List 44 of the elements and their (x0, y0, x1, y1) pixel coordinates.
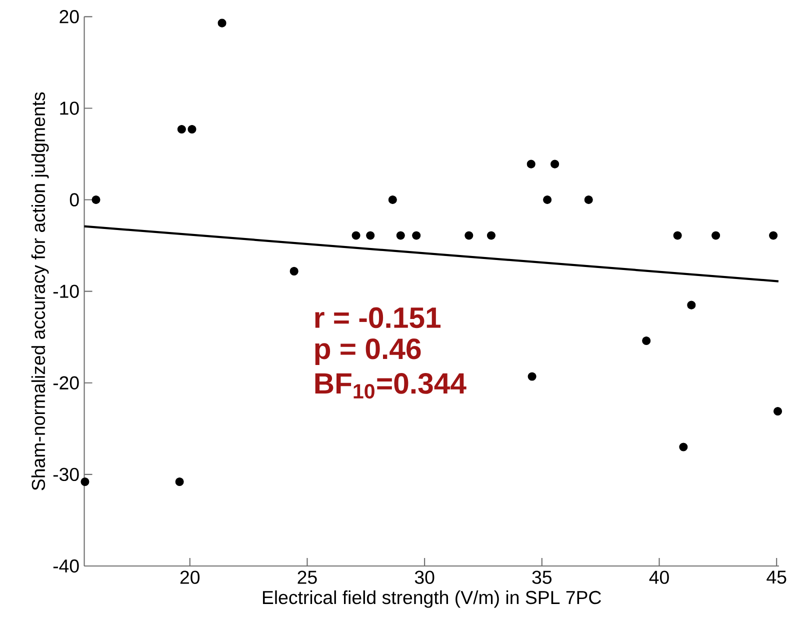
point (679, 442, 688, 452)
y-tick-label: 10 (60, 102, 79, 115)
point (92, 196, 100, 204)
point (177, 125, 186, 134)
point (175, 477, 184, 486)
point (543, 196, 552, 204)
annotation: BF$_{10}$=0.344 (315, 373, 466, 399)
y-tick-label: 0 (70, 193, 79, 206)
x-tick-label: 25 (298, 570, 317, 584)
y-tick-label: 20 (60, 10, 79, 24)
point (528, 372, 536, 381)
x-tick-label: 45 (766, 570, 786, 584)
point (712, 231, 720, 240)
point (687, 300, 696, 310)
point (642, 336, 651, 346)
point (550, 160, 560, 168)
point (773, 407, 782, 416)
point (388, 196, 397, 204)
x-tick-label: 20 (180, 570, 200, 584)
point (80, 477, 90, 486)
point (526, 160, 536, 168)
point (584, 196, 593, 204)
point (412, 231, 421, 240)
point (464, 231, 474, 240)
y-tick-label: -40 (53, 559, 79, 573)
point (769, 231, 778, 240)
point (188, 125, 196, 134)
x-axis-title: Electrical field strength (V/m) in SPL 7PC (262, 590, 601, 608)
annotation: p = 0.46 (315, 338, 421, 366)
x-tick-label: 40 (649, 570, 669, 584)
y-axis-title: Sham-normalized accuracy for action judgments (31, 92, 49, 490)
point (486, 231, 496, 240)
y-tick-label: -20 (53, 376, 79, 390)
annotation: r = -0.151 (315, 307, 441, 328)
x-tick-label: 35 (532, 570, 552, 584)
point (352, 231, 360, 240)
point (218, 18, 226, 28)
y-tick-label: -10 (53, 284, 79, 298)
y-tick-label: -30 (53, 468, 79, 482)
point (673, 231, 682, 240)
point (290, 266, 298, 276)
x-tick-label: 30 (414, 570, 434, 584)
point (396, 231, 405, 240)
point (366, 231, 375, 240)
